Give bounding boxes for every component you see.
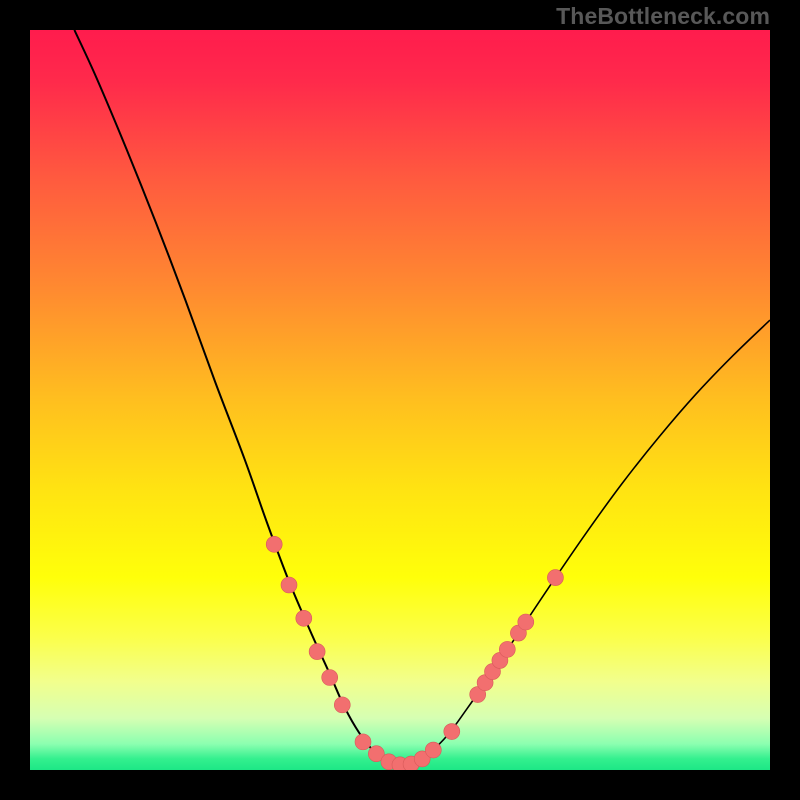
data-marker [355, 734, 371, 750]
data-marker [425, 742, 441, 758]
data-marker [322, 670, 338, 686]
data-marker [334, 697, 350, 713]
data-marker [518, 614, 534, 630]
data-marker [296, 610, 312, 626]
data-marker [266, 536, 282, 552]
data-marker [547, 570, 563, 586]
bottleneck-curve-chart [30, 30, 770, 770]
data-marker [309, 644, 325, 660]
plot-area [30, 30, 770, 770]
data-marker [444, 724, 460, 740]
attribution-label: TheBottleneck.com [556, 3, 770, 30]
chart-background [30, 30, 770, 770]
data-marker [499, 641, 515, 657]
data-marker [281, 577, 297, 593]
chart-frame: TheBottleneck.com [0, 0, 800, 800]
